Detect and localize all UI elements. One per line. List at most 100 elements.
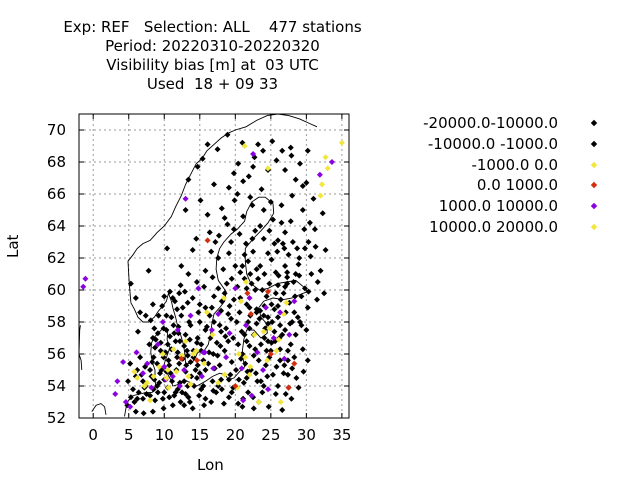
data-point	[255, 275, 262, 282]
data-point	[208, 399, 215, 405]
data-point	[161, 363, 168, 370]
data-point	[271, 306, 278, 313]
data-point	[182, 391, 189, 397]
data-point	[265, 250, 271, 257]
data-point	[231, 197, 238, 204]
data-point	[291, 298, 298, 305]
plot-border	[78, 113, 350, 419]
data-point	[218, 328, 225, 335]
x-tick-label: 5	[124, 426, 134, 444]
data-point	[279, 240, 286, 247]
data-point	[218, 386, 225, 393]
data-point	[147, 397, 154, 404]
data-point	[232, 263, 239, 269]
data-point	[217, 343, 224, 349]
data-point	[176, 338, 183, 345]
data-point	[253, 306, 260, 313]
data-point	[133, 349, 140, 356]
data-point	[230, 226, 237, 233]
data-point	[235, 376, 242, 383]
title-line-variable: Visibility bias [m] at 03 UTC	[106, 56, 319, 74]
data-point	[205, 360, 212, 367]
data-point	[314, 279, 321, 285]
data-points	[80, 131, 345, 417]
data-point	[174, 327, 181, 333]
data-point	[247, 363, 254, 370]
data-point	[187, 359, 194, 365]
data-point	[296, 160, 303, 167]
data-point	[146, 341, 153, 348]
data-point	[181, 343, 188, 349]
data-point	[169, 378, 176, 385]
data-point	[215, 232, 222, 239]
data-point	[232, 285, 239, 292]
data-point	[192, 367, 199, 373]
data-point	[247, 194, 254, 201]
data-point	[282, 263, 289, 269]
data-point	[176, 290, 183, 297]
data-point	[170, 322, 177, 329]
data-point	[171, 392, 178, 399]
data-point	[245, 258, 252, 265]
data-point	[169, 402, 176, 409]
data-point	[222, 333, 229, 340]
y-tick-label: 68	[47, 153, 66, 171]
x-axis-label: Lon	[197, 456, 224, 474]
data-point	[287, 320, 294, 327]
data-point	[266, 280, 273, 287]
data-point	[194, 163, 201, 170]
data-point	[220, 266, 227, 273]
data-point	[241, 331, 248, 338]
data-point	[281, 245, 288, 252]
data-point	[288, 152, 295, 159]
data-point	[246, 371, 253, 378]
data-point	[260, 207, 267, 213]
data-point	[189, 405, 196, 412]
data-point	[285, 251, 292, 258]
data-point	[213, 339, 220, 346]
data-point	[255, 141, 262, 148]
data-point	[277, 309, 284, 316]
data-point	[230, 170, 237, 177]
data-point	[225, 394, 232, 401]
data-point	[181, 367, 188, 373]
data-point	[236, 231, 243, 237]
data-point	[179, 304, 186, 311]
data-point	[161, 389, 168, 396]
data-point	[312, 243, 319, 250]
data-point	[220, 295, 227, 301]
data-point	[193, 235, 200, 242]
data-point	[209, 274, 216, 281]
data-point	[278, 219, 285, 226]
data-point	[152, 344, 159, 351]
x-tick-label: 0	[88, 426, 98, 444]
data-point	[267, 351, 274, 357]
data-point	[273, 347, 280, 354]
data-point	[244, 290, 251, 297]
title-line-period: Period: 20220310-20220320	[105, 37, 320, 55]
data-point	[209, 331, 216, 338]
data-point	[282, 167, 289, 173]
data-point	[147, 367, 154, 373]
x-tick-label: 25	[261, 426, 280, 444]
data-point	[127, 280, 134, 287]
data-point	[171, 330, 178, 337]
data-point	[134, 328, 141, 335]
data-point	[250, 151, 257, 157]
x-tick-label: 20	[226, 426, 245, 444]
data-point	[314, 296, 321, 303]
data-point	[261, 335, 268, 341]
legend-marker	[590, 202, 598, 210]
data-point	[201, 402, 208, 409]
data-point	[240, 213, 247, 220]
data-point	[291, 309, 298, 316]
data-point	[161, 293, 168, 300]
data-point	[288, 395, 295, 402]
data-point	[243, 375, 250, 381]
data-point	[224, 131, 231, 138]
data-point	[130, 386, 136, 393]
data-point	[291, 354, 298, 361]
data-point	[240, 397, 247, 404]
data-point	[310, 195, 317, 202]
data-point	[163, 312, 170, 319]
